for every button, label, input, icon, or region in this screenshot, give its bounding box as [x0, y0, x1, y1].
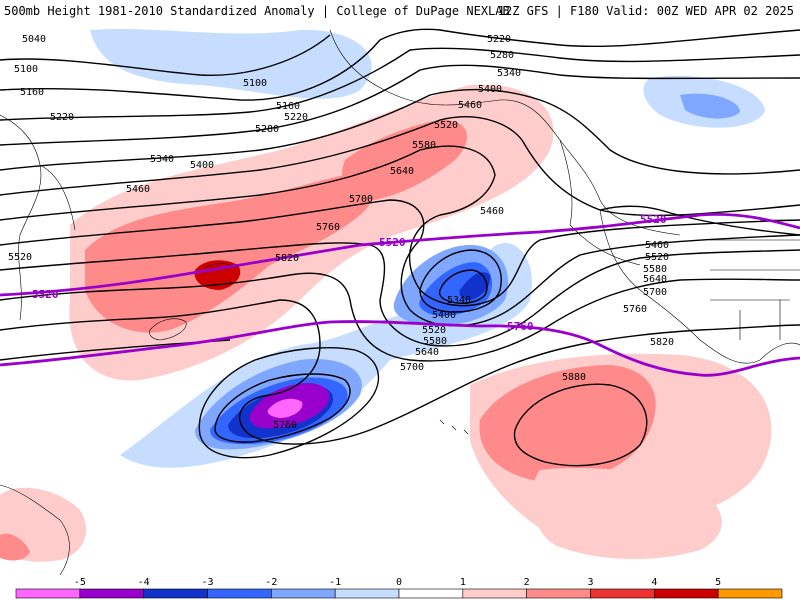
contour-label: 5280	[255, 124, 279, 135]
map-header: 500mb Height 1981-2010 Standardized Anom…	[0, 0, 800, 22]
contour-label: 5040	[22, 34, 46, 45]
contour-label: 5460	[458, 100, 482, 111]
colorbar-ticks: -5 -4 -3 -2 -1 0 1 2 3 4 5	[74, 577, 721, 588]
contour-label: 5760	[316, 222, 340, 233]
contour-label: 5640	[643, 274, 667, 285]
colorbar: -5 -4 -3 -2 -1 0 1 2 3 4 5	[15, 577, 783, 599]
colorbar-swatch	[717, 588, 783, 599]
contour-label: 5100	[243, 78, 267, 89]
colorbar-swatch	[334, 588, 400, 599]
purple-contour-label: 5520	[32, 288, 59, 301]
height-contours	[0, 28, 800, 467]
contour-label: 5760	[273, 420, 297, 431]
anomaly-map[interactable]: 5040 5100 5160 5220 5280 5340 5400 5460 …	[0, 22, 800, 576]
contour-label: 5100	[14, 64, 38, 75]
colorbar-tick-label: -2	[265, 577, 277, 588]
contour-label: 5400	[432, 310, 456, 321]
contour-label: 5700	[349, 194, 373, 205]
contour-label: 5580	[412, 140, 436, 151]
colorbar-tick-label: 5	[715, 577, 721, 588]
purple-reference-contours	[0, 212, 800, 377]
contour-label: 5400	[478, 84, 502, 95]
contour-label: 5340	[447, 295, 471, 306]
contour-label: 5760	[623, 304, 647, 315]
colorbar-swatch	[526, 588, 591, 599]
colorbar-swatch	[79, 588, 144, 599]
colorbar-swatch	[654, 588, 719, 599]
purple-contour-label: 5760	[507, 320, 534, 333]
colorbar-swatch	[143, 588, 208, 599]
contour-label: 5340	[150, 154, 174, 165]
contour-label: 5580	[643, 264, 667, 275]
colorbar-tick-label: -5	[74, 577, 86, 588]
purple-contour-label: 5520	[379, 236, 406, 249]
contour-label: 5460	[126, 184, 150, 195]
colorbar-swatch	[207, 588, 272, 599]
contour-label: 5700	[643, 287, 667, 298]
model-run-info: 12Z GFS | F180 Valid: 00Z WED APR 02 202…	[497, 4, 794, 18]
contour-label: 5280	[490, 50, 514, 61]
contour-label: 5400	[190, 160, 214, 171]
contour-label-layer: 5040 5100 5160 5220 5280 5340 5400 5460 …	[8, 34, 674, 431]
colorbar-tick-label: 3	[587, 577, 593, 588]
contour-label: 5820	[275, 253, 299, 264]
contour-label: 5520	[422, 325, 446, 336]
contour-label: 5220	[487, 34, 511, 45]
colorbar-swatch	[15, 588, 81, 599]
contour-label: 5520	[8, 252, 32, 263]
colorbar-swatch	[462, 588, 527, 599]
colorbar-tick-label: 4	[651, 577, 657, 588]
purple-label-layer: 5520 5520 5520 5760	[32, 213, 667, 333]
colorbar-tick-label: -4	[138, 577, 150, 588]
colorbar-tick-label: 2	[524, 577, 530, 588]
contour-label: 5160	[20, 87, 44, 98]
contour-label: 5460	[645, 240, 669, 251]
colorbar-swatch	[590, 588, 655, 599]
contour-label: 5520	[645, 252, 669, 263]
colorbar-tick-label: 1	[460, 577, 466, 588]
contour-label: 5640	[415, 347, 439, 358]
contour-label: 5580	[423, 336, 447, 347]
contour-label: 5220	[284, 112, 308, 123]
colorbar-tick-label: 0	[396, 577, 402, 588]
contour-label: 5520	[434, 120, 458, 131]
contour-label: 5820	[650, 337, 674, 348]
contour-label: 5340	[497, 68, 521, 79]
map-title: 500mb Height 1981-2010 Standardized Anom…	[4, 4, 510, 18]
contour-label: 5220	[50, 112, 74, 123]
colorbar-tick-label: -3	[201, 577, 213, 588]
colorbar-swatch	[271, 588, 336, 599]
contour-label: 5700	[400, 362, 424, 373]
purple-contour-label: 5520	[640, 213, 667, 226]
colorbar-swatch	[398, 588, 464, 599]
colorbar-swatches	[15, 588, 783, 599]
contour-label: 5160	[276, 101, 300, 112]
contour-label: 5640	[390, 166, 414, 177]
contour-label: 5460	[480, 206, 504, 217]
contour-label: 5880	[562, 372, 586, 383]
colorbar-tick-label: -1	[329, 577, 341, 588]
